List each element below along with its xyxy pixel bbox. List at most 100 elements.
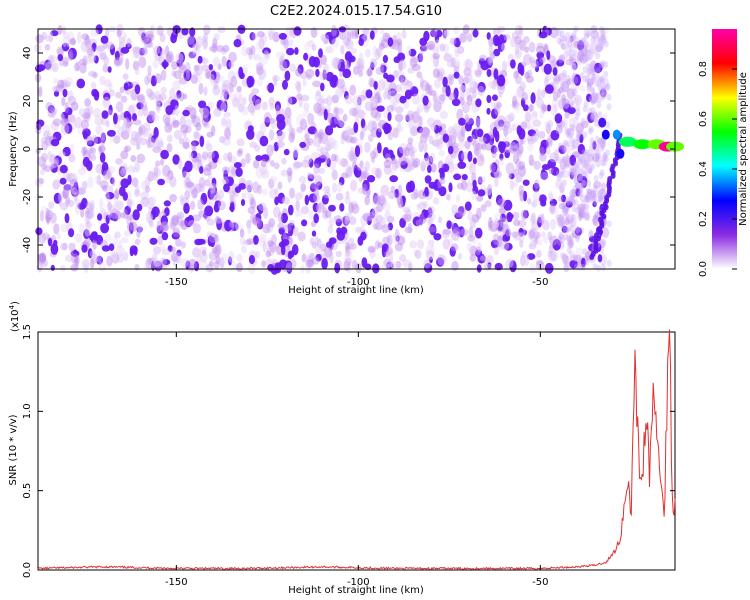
noise-blob (503, 120, 510, 131)
noise-blob (99, 132, 106, 141)
noise-blob (369, 247, 376, 259)
noise-blob (564, 101, 569, 109)
noise-blob (286, 262, 293, 274)
noise-blob (126, 215, 131, 225)
noise-blob (89, 199, 95, 209)
noise-blob (85, 221, 93, 229)
noise-blob (160, 222, 167, 231)
noise-blob (573, 40, 580, 49)
noise-blob (63, 183, 72, 194)
noise-blob (182, 93, 188, 100)
noise-blob (114, 50, 120, 61)
noise-blob (334, 262, 341, 274)
noise-blob (198, 259, 208, 270)
noise-blob (586, 82, 592, 90)
noise-blob (79, 188, 87, 195)
noise-blob (572, 254, 578, 261)
noise-blob (529, 263, 537, 274)
noise-blob (527, 129, 536, 137)
noise-blob (451, 222, 459, 234)
noise-blob (405, 114, 410, 123)
noise-blob (314, 93, 322, 101)
noise-blob (333, 215, 342, 223)
noise-blob (318, 152, 327, 159)
noise-blob (170, 246, 176, 254)
noise-blob (96, 174, 102, 186)
noise-blob (524, 254, 530, 267)
noise-blob (306, 172, 312, 179)
noise-blob (256, 31, 265, 38)
noise-blob (303, 102, 310, 112)
noise-blob (108, 104, 113, 116)
noise-blob (268, 218, 276, 228)
noise-blob (155, 160, 161, 167)
noise-blob (503, 124, 509, 137)
noise-blob (338, 176, 345, 186)
noise-blob (159, 158, 165, 166)
noise-blob (471, 213, 480, 223)
noise-blob (228, 51, 238, 63)
noise-blob (335, 182, 343, 193)
noise-blob (248, 254, 255, 265)
noise-blob (41, 141, 49, 151)
noise-blob (339, 31, 347, 41)
noise-blob (453, 58, 461, 67)
noise-blob (587, 127, 593, 135)
noise-blob (494, 262, 503, 271)
noise-blob (64, 81, 71, 88)
noise-blob (389, 95, 398, 105)
noise-blob (390, 261, 399, 270)
noise-blob (452, 130, 458, 138)
noise-blob (198, 177, 206, 189)
noise-blob (530, 113, 538, 123)
noise-blob (347, 150, 356, 161)
noise-blob (569, 101, 575, 109)
noise-blob (257, 184, 262, 194)
noise-blob (553, 74, 561, 82)
noise-blob (221, 55, 227, 67)
noise-blob (460, 228, 469, 237)
noise-blob (132, 209, 140, 221)
noise-blob (120, 47, 130, 54)
noise-blob (213, 107, 222, 117)
colorbar-tick-label: 0.0 (698, 261, 709, 277)
noise-blob (99, 198, 104, 210)
noise-blob (504, 77, 510, 85)
noise-blob (228, 155, 238, 164)
noise-blob (425, 245, 432, 256)
noise-blob (605, 149, 610, 157)
noise-blob (394, 242, 403, 252)
noise-blob (477, 176, 486, 184)
noise-blob (333, 114, 340, 125)
noise-blob (597, 137, 602, 145)
noise-blob (518, 25, 524, 38)
noise-blob (390, 233, 399, 244)
noise-blob (572, 63, 578, 71)
noise-blob (569, 250, 575, 259)
noise-blob (85, 201, 93, 210)
noise-blob (578, 169, 584, 176)
noise-blob (126, 214, 134, 221)
noise-blob (204, 164, 212, 172)
noise-blob (390, 185, 396, 193)
noise-blob (490, 219, 499, 229)
noise-blob (71, 172, 78, 184)
noise-blob (142, 46, 148, 54)
noise-blob (148, 41, 154, 49)
noise-blob (48, 159, 55, 171)
noise-blob (222, 44, 230, 53)
noise-blob (464, 58, 473, 71)
noise-blob (78, 186, 86, 195)
noise-blob (136, 131, 144, 141)
noise-blob (245, 179, 253, 192)
noise-blob (134, 263, 140, 271)
noise-blob (487, 55, 494, 66)
noise-blob (114, 197, 119, 208)
noise-blob (458, 205, 466, 217)
noise-blob (342, 68, 352, 79)
noise-blob (84, 210, 93, 219)
noise-blob (335, 88, 343, 99)
noise-blob (601, 92, 607, 100)
noise-blob (369, 96, 377, 103)
